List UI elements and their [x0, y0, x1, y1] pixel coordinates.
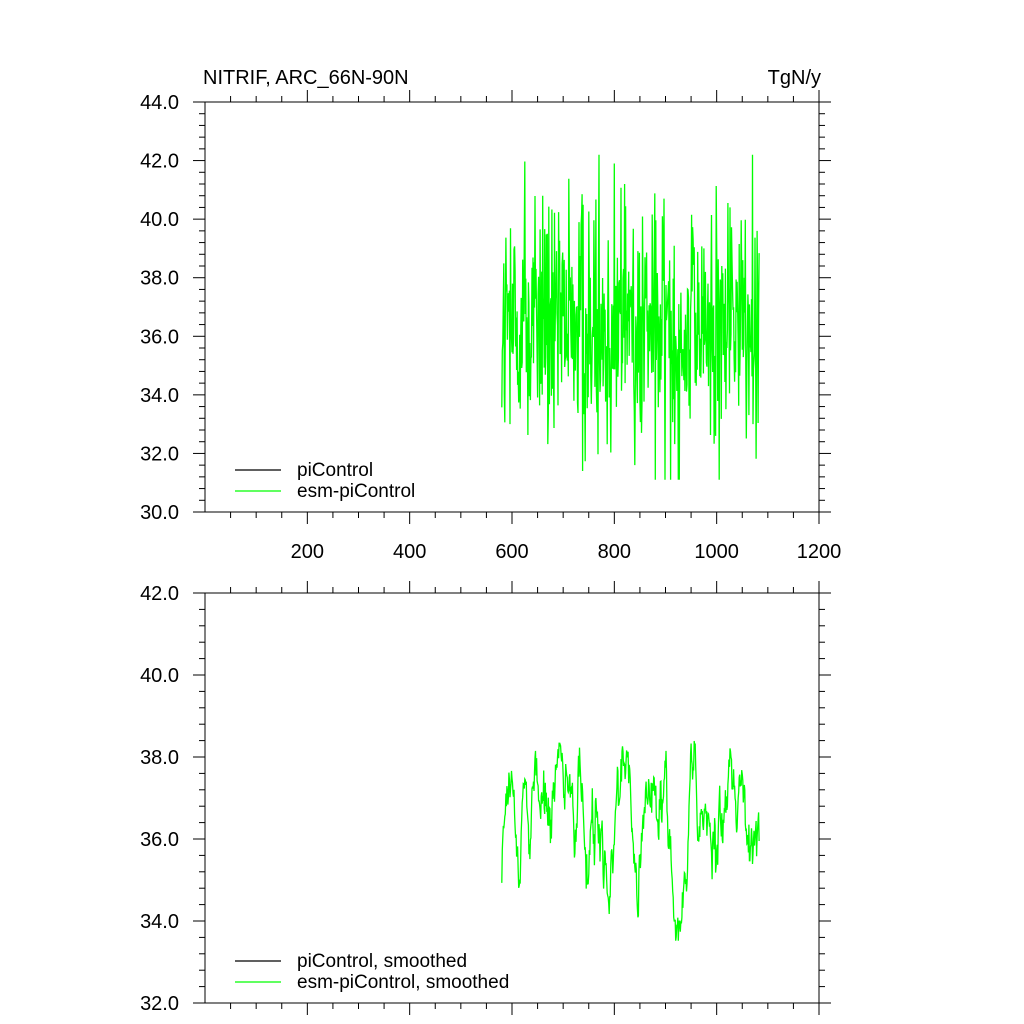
x-tick-label: 200	[291, 541, 324, 563]
y-tick-label: 34.0	[140, 385, 179, 407]
series-line-esm-picontrol-smoothed	[501, 740, 760, 941]
bottom-panel: 32.0 34.0 36.0 38.0 40.0 42.0 piControl, smoot…	[140, 581, 831, 1015]
y-tick-label: 38.0	[140, 268, 179, 290]
x-tick-label: 600	[495, 541, 528, 563]
y-tick-label: 36.0	[140, 326, 179, 348]
y-tick-label: 38.0	[140, 747, 179, 769]
y-tick-label: 34.0	[140, 911, 179, 933]
y-tick-label: 32.0	[140, 993, 179, 1015]
y-tick-label: 42.0	[140, 151, 179, 173]
legend-label: esm-piControl, smoothed	[297, 972, 509, 993]
y-tick-label: 40.0	[140, 209, 179, 231]
legend-label: piControl	[297, 460, 373, 481]
legend-label: piControl, smoothed	[297, 951, 467, 972]
top-panel: 30.0 32.0 34.0 36.0 38.0 40.0 42.0 44.0 200 400 60…	[140, 67, 841, 563]
x-tick-label: 400	[393, 541, 426, 563]
x-tick-label: 1200	[797, 541, 842, 563]
y-tick-label: 44.0	[140, 92, 179, 114]
y-tick-label: 30.0	[140, 502, 179, 524]
x-tick-label: 800	[598, 541, 631, 563]
chart-units: TgN/y	[768, 67, 821, 89]
x-tick-label: 1000	[694, 541, 739, 563]
y-tick-label: 42.0	[140, 583, 179, 605]
y-tick-label: 40.0	[140, 665, 179, 687]
chart-title: NITRIF, ARC_66N-90N	[203, 67, 409, 89]
y-tick-label: 36.0	[140, 829, 179, 851]
y-tick-label: 32.0	[140, 443, 179, 465]
series-line-esm-picontrol	[501, 154, 760, 480]
legend-label: esm-piControl	[297, 481, 415, 502]
